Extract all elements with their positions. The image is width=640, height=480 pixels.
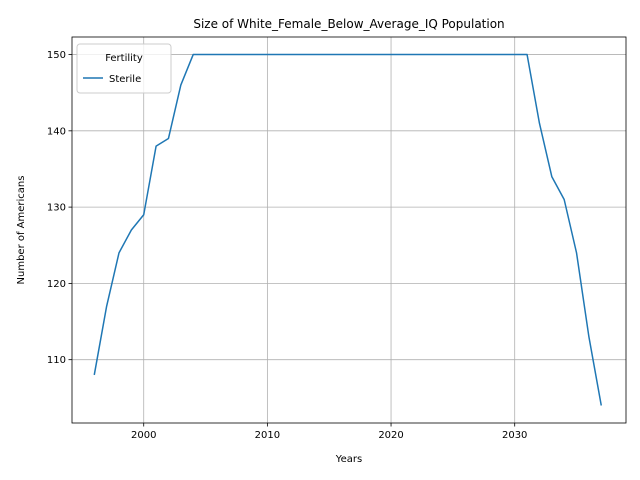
x-tick-label: 2030: [502, 430, 527, 441]
y-tick-label: 150: [47, 50, 66, 61]
axis-ticks: 2000 2010 2020 2030 110 120 130 140 150: [47, 50, 528, 441]
legend-label-sterile: Sterile: [109, 74, 141, 85]
x-tick-label: 2010: [255, 430, 280, 441]
legend: Fertility Sterile: [76, 43, 172, 94]
plot-area-frame: [71, 36, 627, 424]
y-tick-label: 120: [47, 279, 66, 290]
series-layer: [93, 53, 603, 406]
y-tick-label: 140: [47, 126, 66, 137]
series-line-sterile: [93, 53, 603, 406]
legend-box: [76, 43, 172, 94]
x-tick-label: 2000: [131, 430, 156, 441]
chart-title: Size of White_Female_Below_Average_IQ Po…: [193, 17, 504, 31]
y-tick-label: 130: [47, 203, 66, 214]
y-tick-label: 110: [47, 355, 66, 366]
legend-title: Fertility: [105, 53, 143, 64]
x-axis-label: Years: [335, 454, 362, 465]
y-axis-label: Number of Americans: [16, 176, 27, 285]
x-tick-label: 2020: [378, 430, 403, 441]
